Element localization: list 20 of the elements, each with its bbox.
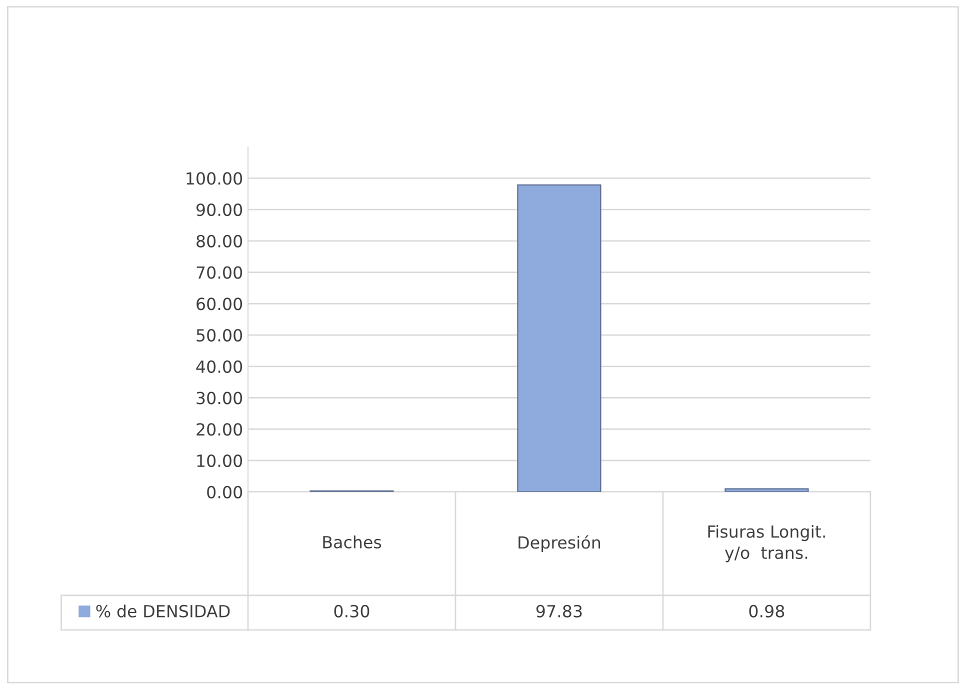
data-label: 97.83 <box>536 604 582 618</box>
y-tick-label: 0.00 <box>207 486 242 498</box>
y-tick-label: 100.00 <box>186 172 242 185</box>
x-tick-label: Baches <box>323 536 382 548</box>
y-tick-label: 20.00 <box>196 423 242 436</box>
y-tick-label: 30.00 <box>196 392 242 404</box>
x-tick-label: Depresión <box>518 535 600 552</box>
legend-label: % de DENSIDAD <box>96 604 230 618</box>
y-tick-label: 50.00 <box>196 328 242 342</box>
y-tick-label: 60.00 <box>196 298 242 310</box>
data-label: 0.30 <box>334 604 370 618</box>
x-tick-label: Fisuras Longit. y/o trans. <box>708 524 825 562</box>
y-tick-label: 10.00 <box>197 454 242 468</box>
data-label: 0.98 <box>749 604 784 618</box>
y-tick-label: 80.00 <box>196 234 242 248</box>
y-tick-label: 40.00 <box>196 360 242 373</box>
bar <box>517 184 602 492</box>
y-tick-label: 90.00 <box>196 204 242 216</box>
bar <box>724 488 809 492</box>
y-tick-label: 70.00 <box>196 266 242 279</box>
